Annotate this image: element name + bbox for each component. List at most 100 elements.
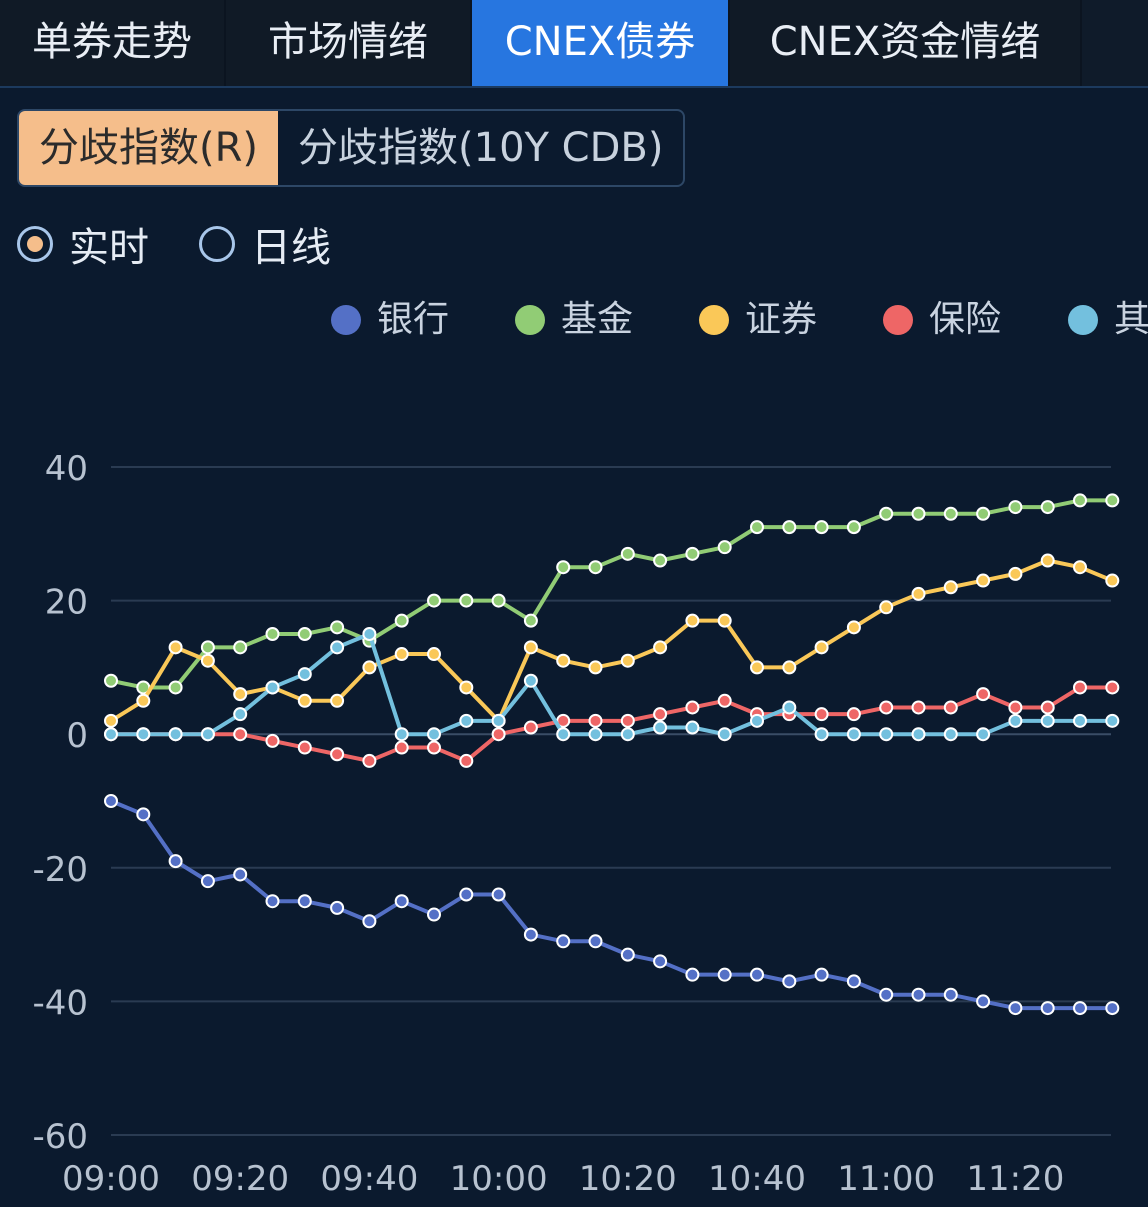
data-point: [879, 727, 894, 742]
data-point: [976, 727, 991, 742]
data-point: [1008, 1001, 1023, 1016]
data-point: [427, 907, 441, 922]
data-point: [717, 540, 732, 555]
data-point: [976, 687, 991, 702]
tab-bar: 单券走势 市场情绪 CNEX债券 CNEX资金情绪: [0, 0, 1148, 88]
data-point: [233, 707, 248, 722]
data-point: [782, 660, 797, 675]
data-point: [911, 727, 926, 742]
data-point: [233, 687, 248, 702]
y-tick-label: 20: [45, 583, 88, 623]
data-point: [394, 613, 409, 628]
legend-label: 保险: [929, 299, 1001, 340]
data-point: [717, 967, 732, 982]
data-point: [717, 727, 732, 742]
x-tick-label: 11:20: [966, 1159, 1064, 1199]
data-point: [1073, 560, 1087, 575]
data-point: [459, 887, 474, 902]
data-point: [297, 667, 312, 682]
data-point: [750, 713, 764, 728]
tab-market-sentiment[interactable]: 市场情绪: [226, 0, 472, 86]
radio-unchecked-icon: [199, 226, 235, 262]
data-point: [685, 613, 700, 628]
data-point: [846, 727, 861, 742]
radio-daily[interactable]: 日线: [199, 215, 331, 273]
data-point: [523, 613, 538, 628]
tab-cnex-funding-sentiment[interactable]: CNEX资金情绪: [730, 0, 1082, 86]
data-point: [879, 506, 894, 521]
data-point: [750, 520, 764, 535]
y-tick-label: -40: [32, 983, 88, 1023]
data-point: [556, 727, 571, 742]
data-point: [976, 573, 991, 588]
data-point: [653, 954, 668, 969]
data-point: [1008, 500, 1023, 515]
data-point: [330, 693, 345, 708]
tab-cnex-bond[interactable]: CNEX债券: [472, 0, 730, 86]
data-point: [200, 874, 215, 889]
data-point: [1105, 493, 1120, 508]
data-point: [265, 627, 280, 641]
data-point: [620, 947, 635, 962]
legend-marker: [1068, 305, 1098, 335]
data-point: [1073, 1001, 1087, 1016]
data-point: [750, 660, 764, 675]
segment-divergence-r[interactable]: 分歧指数(R): [19, 111, 279, 185]
data-point: [879, 600, 894, 615]
data-point: [265, 680, 280, 695]
data-point: [168, 854, 183, 869]
data-point: [104, 727, 118, 742]
data-point: [976, 994, 991, 1009]
data-point: [362, 627, 377, 641]
data-point: [814, 707, 829, 722]
radio-realtime-label: 实时: [69, 225, 149, 271]
data-point: [814, 727, 829, 742]
legend-label: 证券: [745, 299, 817, 340]
data-point: [1040, 500, 1055, 515]
data-point: [523, 673, 538, 688]
data-point: [943, 506, 958, 521]
series-line-1: [110, 498, 1113, 690]
data-point: [814, 520, 829, 535]
data-point: [362, 753, 377, 768]
legend-marker: [331, 305, 361, 335]
data-point: [523, 720, 538, 735]
data-point: [717, 613, 732, 628]
data-point: [1105, 713, 1120, 728]
data-point: [588, 934, 603, 949]
data-point: [459, 680, 474, 695]
data-point: [846, 620, 861, 635]
data-point: [168, 680, 183, 695]
x-tick-label: 09:20: [191, 1159, 289, 1199]
data-point: [394, 647, 409, 662]
data-point: [911, 506, 926, 521]
segment-divergence-10y-cdb[interactable]: 分歧指数(10Y CDB): [298, 125, 664, 171]
data-point: [459, 713, 474, 728]
legend-label: 其: [1114, 299, 1148, 340]
tab-single-bond[interactable]: 单券走势: [0, 0, 226, 86]
data-point: [1073, 713, 1087, 728]
data-point: [104, 713, 118, 728]
data-point: [879, 700, 894, 715]
radio-realtime[interactable]: 实时: [17, 215, 149, 273]
data-point: [846, 520, 861, 535]
data-point: [168, 640, 183, 655]
data-point: [846, 974, 861, 989]
data-point: [265, 733, 280, 748]
data-point: [943, 987, 958, 1002]
data-point: [491, 887, 506, 902]
data-point: [233, 867, 248, 882]
data-point: [782, 700, 797, 715]
data-point: [653, 707, 668, 722]
data-point: [394, 894, 409, 909]
data-point: [943, 727, 958, 742]
data-point: [1008, 713, 1023, 728]
data-point: [588, 660, 603, 675]
legend-marker: [515, 305, 545, 335]
data-point: [685, 720, 700, 735]
data-point: [297, 693, 312, 708]
data-point: [104, 794, 118, 808]
data-point: [136, 693, 151, 708]
data-point: [136, 807, 151, 822]
data-point: [427, 593, 441, 608]
